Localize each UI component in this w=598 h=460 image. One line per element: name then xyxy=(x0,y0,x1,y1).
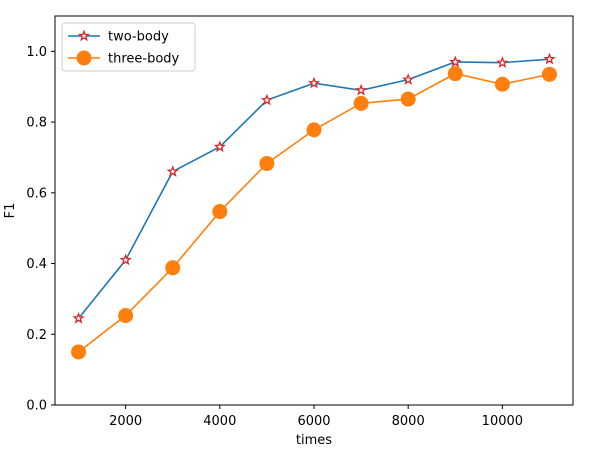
x-axis: 2000 4000 6000 8000 10000 xyxy=(109,405,523,429)
data-point-two-body xyxy=(354,83,368,96)
data-point-two-body xyxy=(77,29,91,42)
y-axis: 0.0 0.2 0.4 0.6 0.8 1.0 xyxy=(26,45,55,414)
data-point-two-body xyxy=(213,140,226,153)
x-tick-label: 4000 xyxy=(203,414,236,429)
x-tick-label: 6000 xyxy=(297,414,330,429)
legend-label-two-body: two-body xyxy=(108,30,169,45)
data-point-three-body xyxy=(259,155,275,171)
y-tick-label: 0.2 xyxy=(26,328,47,343)
data-point-two-body xyxy=(543,52,556,65)
legend-label-three-body: three-body xyxy=(108,52,180,67)
data-point-two-body xyxy=(260,93,274,106)
x-tick-label: 8000 xyxy=(392,414,425,429)
series-layer xyxy=(71,52,557,360)
data-point-two-body xyxy=(166,165,179,177)
data-point-two-body xyxy=(119,253,132,266)
y-tick-label: 0.8 xyxy=(26,116,47,131)
data-point-two-body xyxy=(307,76,321,89)
y-tick-label: 0.0 xyxy=(26,399,47,414)
data-point-two-body xyxy=(449,55,462,68)
y-tick-label: 1.0 xyxy=(26,45,47,60)
series-line-three-body xyxy=(78,72,550,353)
data-point-three-body xyxy=(447,66,463,82)
data-point-three-body xyxy=(353,95,369,111)
data-point-three-body xyxy=(71,344,87,360)
data-point-three-body xyxy=(400,91,416,107)
data-point-three-body xyxy=(118,308,134,324)
data-point-two-body xyxy=(402,73,415,85)
x-tick-label: 2000 xyxy=(109,414,142,429)
data-point-three-body xyxy=(76,50,92,66)
y-tick-label: 0.6 xyxy=(26,186,47,201)
legend: two-body three-body xyxy=(61,22,196,72)
data-point-three-body xyxy=(494,76,510,92)
y-tick-label: 0.4 xyxy=(26,257,47,272)
data-point-two-body xyxy=(72,311,85,324)
data-point-two-body xyxy=(496,56,509,68)
data-point-three-body xyxy=(541,66,557,82)
data-point-three-body xyxy=(306,122,322,138)
x-axis-label: times xyxy=(296,433,332,448)
plot-frame xyxy=(54,15,574,406)
series-line-two-body xyxy=(77,58,550,319)
data-point-three-body xyxy=(212,204,228,220)
x-tick-label: 10000 xyxy=(482,414,523,429)
y-axis-label: F1 xyxy=(3,203,18,219)
legend-box xyxy=(61,22,196,72)
data-point-three-body xyxy=(165,260,181,276)
